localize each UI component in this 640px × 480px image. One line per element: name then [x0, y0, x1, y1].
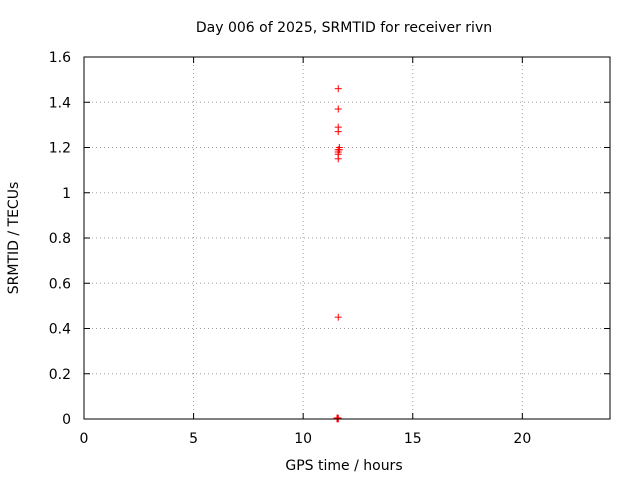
- data-point: [333, 414, 341, 422]
- data-point: [334, 155, 342, 163]
- y-tick-label: 1.4: [49, 95, 71, 111]
- y-tick-label: 0: [62, 412, 71, 428]
- y-axis-label: SRMTID / TECUs: [6, 182, 22, 295]
- x-tick-label: 0: [80, 431, 89, 447]
- x-tick-label: 15: [404, 431, 422, 447]
- y-tick-label: 0.6: [49, 276, 71, 292]
- chart-title: Day 006 of 2025, SRMTID for receiver riv…: [196, 20, 492, 36]
- y-tick-label: 1.6: [49, 50, 71, 66]
- data-point: [334, 313, 342, 321]
- x-axis-label: GPS time / hours: [285, 458, 402, 474]
- x-tick-label: 5: [189, 431, 198, 447]
- y-tick-label: 0.2: [49, 367, 71, 383]
- tick-labels: 0 5 10 15 20 0 0.2 0.4 0.6 0.8 1 1.2 1.4 1.6: [49, 50, 532, 447]
- x-tick-label: 10: [294, 431, 312, 447]
- grid: [84, 57, 610, 419]
- y-tick-label: 0.4: [49, 322, 71, 338]
- y-tick-label: 1.2: [49, 141, 71, 157]
- y-tick-label: 1: [62, 186, 71, 202]
- y-tick-label: 0.8: [49, 231, 71, 247]
- plot-frame: [83, 56, 611, 420]
- data-point: [334, 128, 342, 136]
- x-tick-label: 20: [513, 431, 531, 447]
- data-point: [334, 105, 342, 113]
- data-point: [334, 85, 342, 93]
